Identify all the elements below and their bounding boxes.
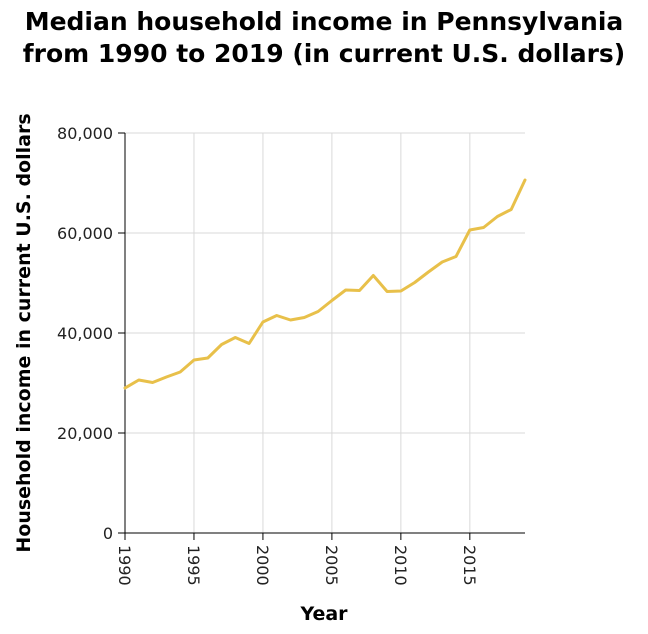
y-tick-label: 80,000: [57, 124, 113, 143]
plot-area: 0 20,000 40,000 60,000 80,000 1990 1995 2000 200…: [57, 124, 527, 586]
y-tick-label: 0: [103, 524, 113, 543]
series-line: [123, 178, 527, 390]
axes: [118, 132, 525, 540]
x-tick-label: 2010: [391, 545, 410, 586]
x-tick-label: 1990: [115, 545, 134, 586]
x-axis-title: Year: [299, 603, 348, 625]
grid: [125, 132, 525, 533]
y-tick-label: 60,000: [57, 224, 113, 243]
x-tick-label: 2000: [253, 545, 272, 586]
x-tick-label: 1995: [184, 545, 203, 586]
y-axis-title: Household income in current U.S. dollars: [13, 113, 35, 552]
y-tick-label: 20,000: [57, 424, 113, 443]
y-tick-label: 40,000: [57, 324, 113, 343]
x-tick-label: 2005: [322, 545, 341, 586]
x-tick-label: 2015: [460, 545, 479, 586]
chart-title-line-2: from 1990 to 2019 (in current U.S. dolla…: [23, 39, 625, 68]
tick-labels: 0 20,000 40,000 60,000 80,000 1990 1995 2000 200…: [57, 124, 479, 586]
chart-title-line-1: Median household income in Pennsylvania: [25, 7, 624, 36]
